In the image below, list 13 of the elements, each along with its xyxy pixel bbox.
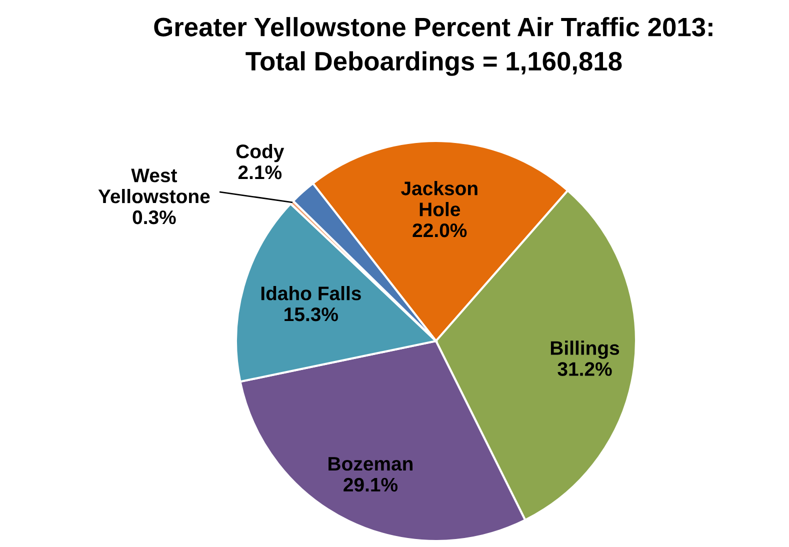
- data-label: 2.1%: [238, 165, 282, 180]
- slice-label: Jackson Hole: [401, 181, 478, 216]
- data-label: 22.0%: [412, 223, 467, 238]
- slice-label: Billings: [550, 340, 620, 359]
- data-label: 29.1%: [344, 478, 398, 492]
- data-label: 0.3%: [132, 210, 176, 224]
- chart-title: Greater Yellowstone Percent Air Traffic 2013: Total Deboardings = 1,160,818: [154, 17, 712, 76]
- slice-label: Bozeman: [328, 457, 412, 471]
- slice-label: West Yellowstone: [98, 168, 210, 204]
- data-label: 31.2%: [558, 362, 612, 376]
- slice-label: Idaho Falls: [261, 286, 361, 300]
- slice-label: Cody: [236, 144, 284, 162]
- data-label: 15.3%: [284, 307, 338, 322]
